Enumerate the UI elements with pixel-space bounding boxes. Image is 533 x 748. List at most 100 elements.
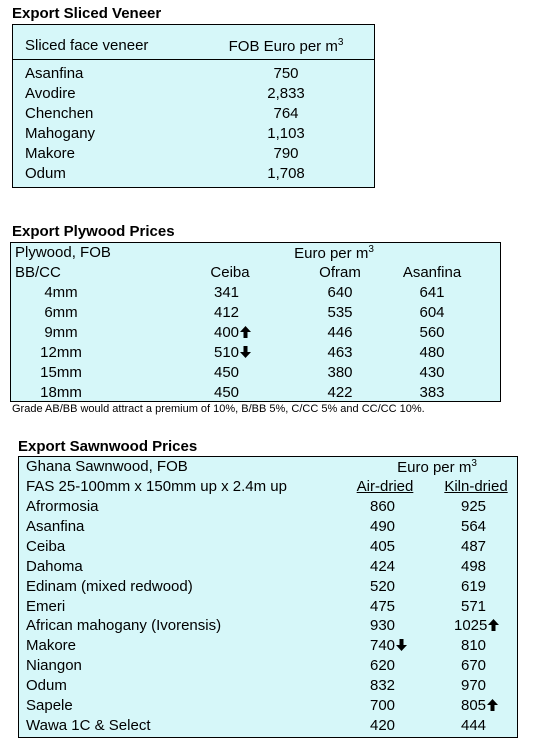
- veneer-species-text: Asanfina: [25, 65, 84, 82]
- plywood-ofram: 422: [327, 384, 352, 401]
- plywood-ceiba-text: 341: [214, 284, 240, 301]
- arrow-down-icon: [396, 639, 408, 652]
- sawnwood-row: Ceiba 405 487: [19, 538, 517, 558]
- sawnwood-species-text: Makore: [26, 637, 77, 655]
- plywood-table: Plywood, FOB Euro per m3 BB/CC Ceiba Ofr…: [10, 242, 501, 402]
- sawnwood-air: 424: [370, 558, 395, 575]
- plywood-size: 18mm: [40, 384, 82, 401]
- sawnwood-air: 520: [370, 578, 395, 595]
- sawnwood-species-text: Ceiba: [26, 537, 66, 555]
- sawnwood-row: Niangon 620 670: [19, 657, 517, 677]
- plywood-size-text: 9mm: [44, 324, 78, 341]
- veneer-price-text: 764: [273, 105, 299, 122]
- veneer-price-text: 2,833: [267, 85, 305, 102]
- sawnwood-air: 700: [370, 697, 395, 714]
- plywood-asanfina-text: 480: [419, 344, 445, 361]
- plywood-unit: Euro per m3: [294, 244, 374, 262]
- plywood-ofram: 535: [327, 304, 352, 321]
- sawnwood-row: African mahogany (Ivorensis) 930 1025: [19, 617, 517, 637]
- plywood-ofram-text: 446: [327, 324, 353, 341]
- veneer-price: 1,708: [267, 165, 305, 182]
- plywood-asanfina: 383: [419, 384, 444, 401]
- veneer-row: Avodire 2,833: [13, 85, 374, 105]
- sawnwood-kiln: 925: [461, 498, 486, 515]
- plywood-ceiba: 450: [214, 364, 239, 381]
- plywood-ceiba-text: 400: [214, 324, 240, 341]
- plywood-row: 6mm 412 535 604: [11, 304, 500, 324]
- plywood-asanfina: 641: [419, 284, 444, 301]
- plywood-size-text: 15mm: [40, 364, 82, 381]
- veneer-species-text: Chenchen: [25, 105, 94, 122]
- sawnwood-header-row-1: Ghana Sawnwood, FOB Euro per m3: [19, 458, 517, 478]
- sawnwood-kiln-text: 444: [461, 716, 487, 734]
- arrow-up-icon: [488, 619, 500, 632]
- sawnwood-species: African mahogany (Ivorensis): [26, 617, 221, 634]
- veneer-col-price-sup: 3: [337, 37, 344, 48]
- sawnwood-kiln: 1025: [454, 617, 500, 635]
- sawnwood-kiln: 571: [461, 598, 486, 615]
- sawnwood-kiln-text: 619: [461, 577, 487, 595]
- sawnwood-air-text: 424: [370, 557, 396, 575]
- plywood-col-asanfina: Asanfina: [402, 264, 462, 281]
- sawnwood-kiln: 564: [461, 518, 486, 535]
- sawnwood-species-text: Dahoma: [26, 557, 83, 575]
- sawnwood-air-text: 520: [370, 577, 396, 595]
- plywood-asanfina-text: 383: [419, 384, 445, 401]
- arrow-down-icon: [240, 346, 252, 358]
- sawnwood-kiln-text: 805: [461, 697, 487, 714]
- plywood-title: Export Plywood Prices: [12, 223, 175, 240]
- sawnwood-kiln: 805: [461, 697, 499, 714]
- plywood-ceiba-text: 450: [214, 364, 240, 381]
- plywood-size: 12mm: [40, 344, 82, 361]
- sawnwood-kiln-text: 1025: [454, 617, 488, 635]
- sawnwood-kiln-text: 810: [461, 637, 487, 655]
- sawnwood-row: Odum 832 970: [19, 677, 517, 697]
- sawnwood-species: Makore: [26, 637, 76, 654]
- veneer-species-text: Avodire: [25, 85, 76, 102]
- sawnwood-row: Dahoma 424 498: [19, 558, 517, 578]
- sawnwood-air: 405: [370, 538, 395, 555]
- sawnwood-air: 475: [370, 598, 395, 615]
- sawnwood-row: Edinam (mixed redwood) 520 619: [19, 578, 517, 598]
- veneer-price: 750: [273, 65, 298, 82]
- plywood-size: 4mm: [44, 284, 77, 301]
- veneer-species: Mahogany: [25, 125, 95, 142]
- sawnwood-row: Asanfina 490 564: [19, 518, 517, 538]
- arrow-up-icon: [240, 326, 252, 338]
- sawnwood-species-text: Sapele: [26, 697, 73, 714]
- plywood-ceiba: 450: [214, 384, 239, 401]
- veneer-col-species: Sliced face veneer: [25, 37, 149, 54]
- sawnwood-unit-text: Euro per m: [397, 459, 472, 476]
- sawnwood-label-fob: Ghana Sawnwood, FOB: [26, 458, 188, 475]
- veneer-col-price: FOB Euro per m3: [229, 37, 344, 55]
- sawnwood-unit-sup: 3: [471, 458, 477, 469]
- sawnwood-row: Sapele 700 805: [19, 697, 517, 717]
- veneer-species-text: Odum: [25, 165, 66, 182]
- plywood-asanfina-text: 430: [419, 364, 445, 381]
- sawnwood-species-text: Asanfina: [26, 517, 85, 535]
- sawnwood-air: 930: [370, 617, 395, 634]
- sawnwood-air-text: 620: [370, 657, 396, 675]
- veneer-price: 764: [273, 105, 298, 122]
- sawnwood-label-spec: FAS 25-100mm x 150mm up x 2.4m up: [26, 478, 287, 495]
- plywood-ceiba: 412: [214, 304, 239, 321]
- plywood-ceiba-text: 450: [214, 384, 240, 401]
- sawnwood-title: Export Sawnwood Prices: [18, 438, 198, 455]
- plywood-ofram-text: 422: [327, 384, 353, 401]
- veneer-price: 790: [273, 145, 298, 162]
- veneer-species: Asanfina: [25, 65, 83, 82]
- plywood-asanfina: 480: [419, 344, 444, 361]
- plywood-ceiba: 400: [214, 324, 252, 341]
- plywood-row: 4mm 341 640 641: [11, 284, 500, 304]
- sawnwood-row: Afrormosia 860 925: [19, 498, 517, 518]
- plywood-asanfina-text: 604: [419, 304, 445, 321]
- plywood-size: 6mm: [44, 304, 77, 321]
- veneer-table: Sliced face veneer FOB Euro per m3 Asanf…: [12, 24, 375, 188]
- plywood-label-fob: Plywood, FOB: [15, 244, 111, 261]
- plywood-size-text: 6mm: [44, 304, 78, 321]
- veneer-price-text: 750: [273, 65, 299, 82]
- plywood-size-text: 4mm: [44, 284, 78, 301]
- sawnwood-kiln: 970: [461, 677, 486, 694]
- veneer-row: Chenchen 764: [13, 105, 374, 125]
- plywood-size: 9mm: [44, 324, 77, 341]
